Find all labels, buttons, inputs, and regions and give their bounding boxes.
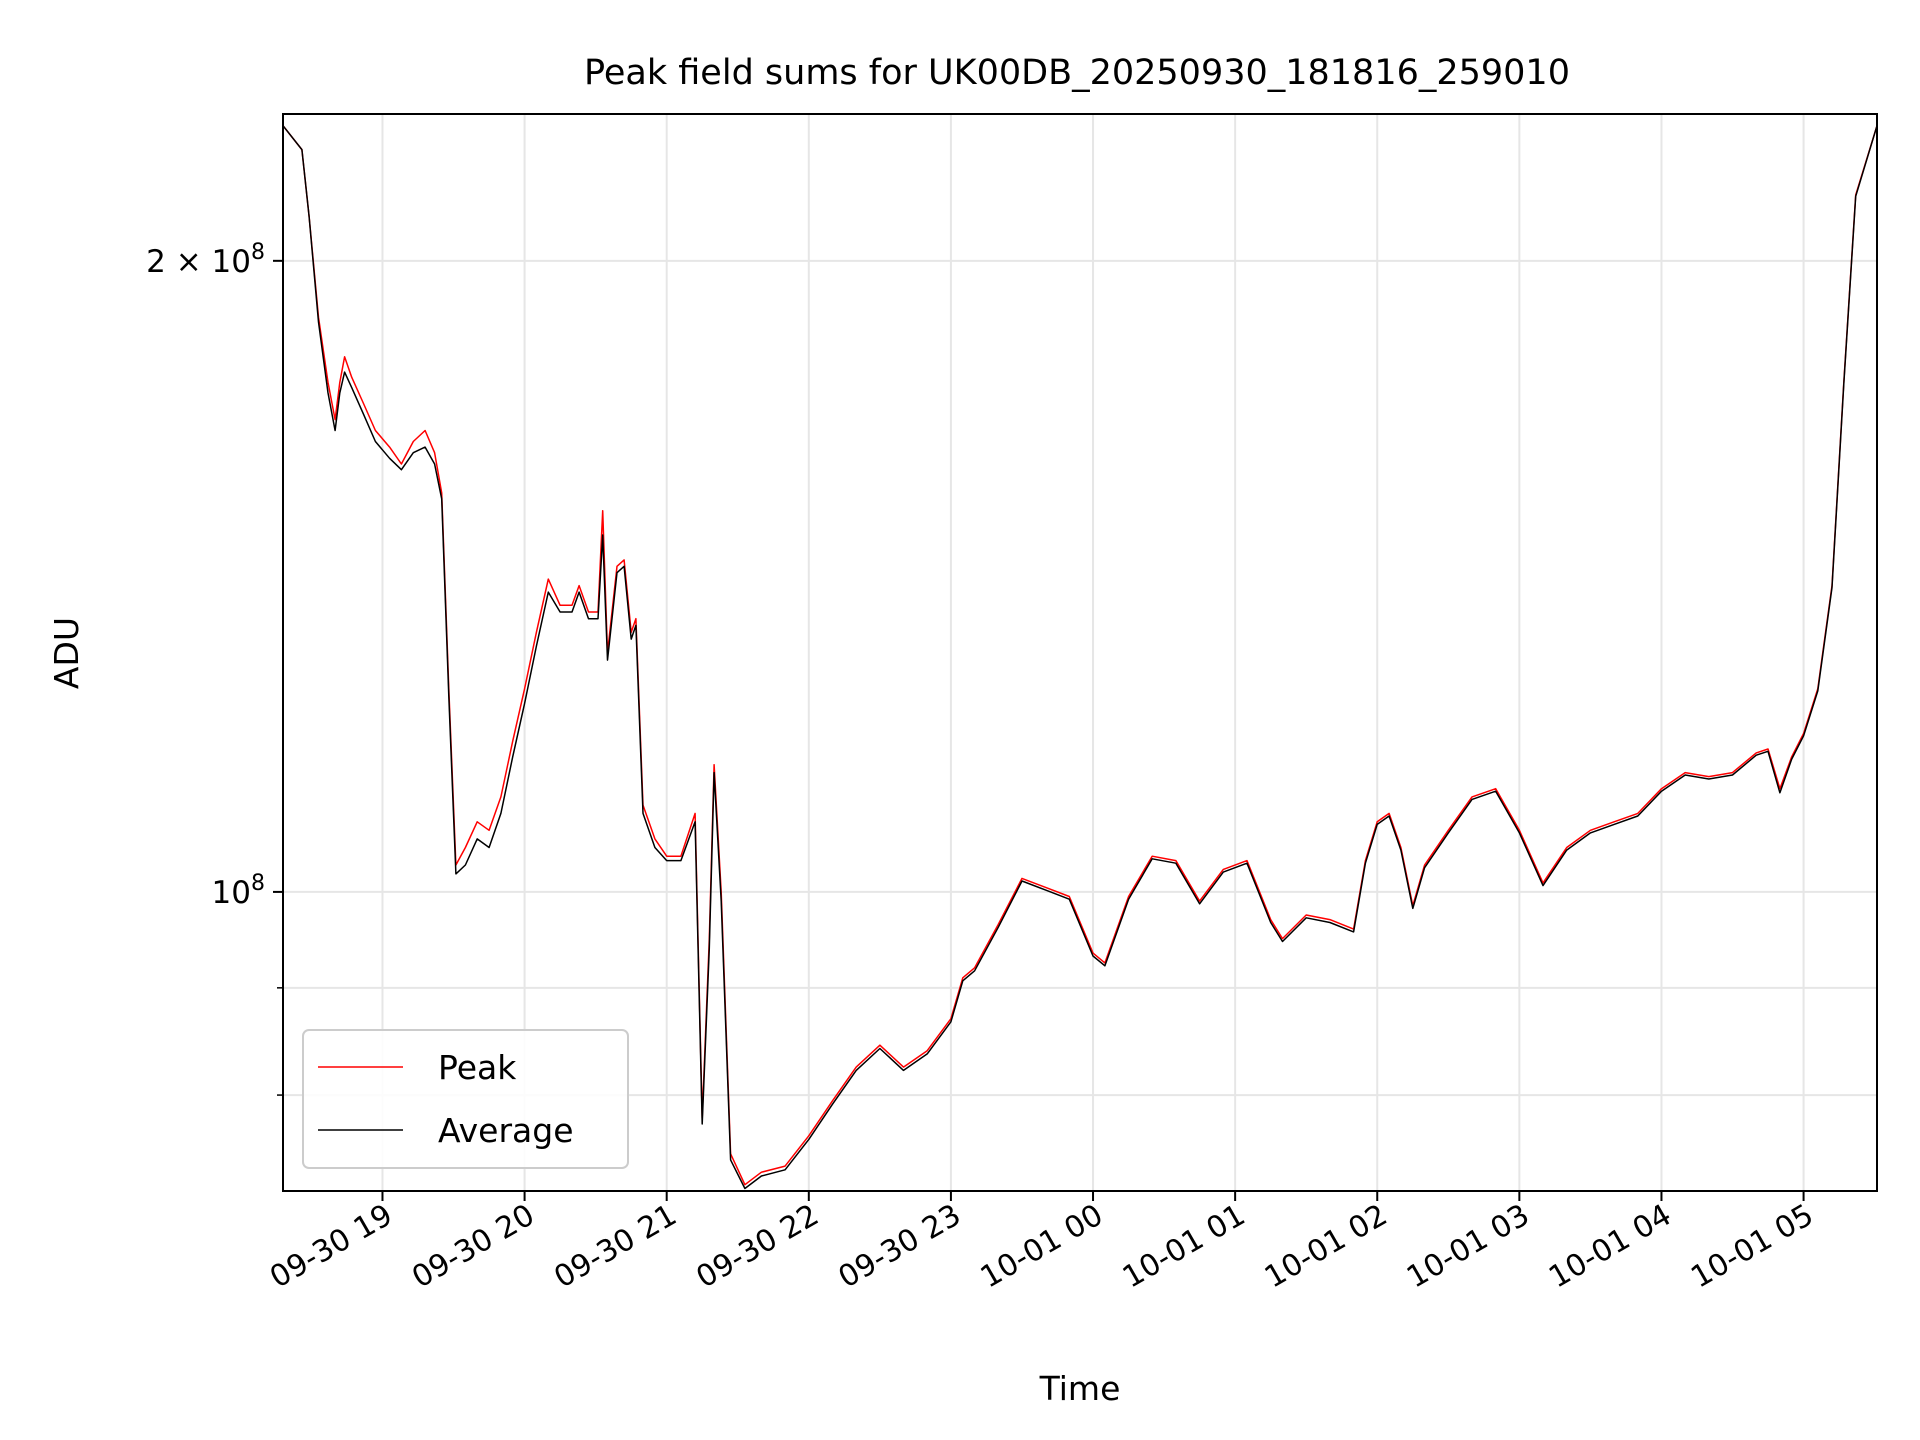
- series-layer: [282, 125, 1878, 1190]
- grid: [283, 114, 1877, 1191]
- chart-title: Peak field sums for UK00DB_20250930_1818…: [584, 53, 1570, 93]
- y-tick-label: 2 × 108: [146, 240, 265, 280]
- legend-label-average: Average: [438, 1111, 574, 1150]
- y-axis-label: ADU: [47, 617, 86, 689]
- series-line-average: [282, 125, 1878, 1190]
- legend-label-peak: Peak: [438, 1048, 517, 1087]
- legend-box: [302, 1029, 629, 1169]
- plot-frame: [282, 113, 1878, 1192]
- x-axis-label: Time: [1039, 1369, 1121, 1408]
- legend: Peak Average: [302, 1029, 629, 1169]
